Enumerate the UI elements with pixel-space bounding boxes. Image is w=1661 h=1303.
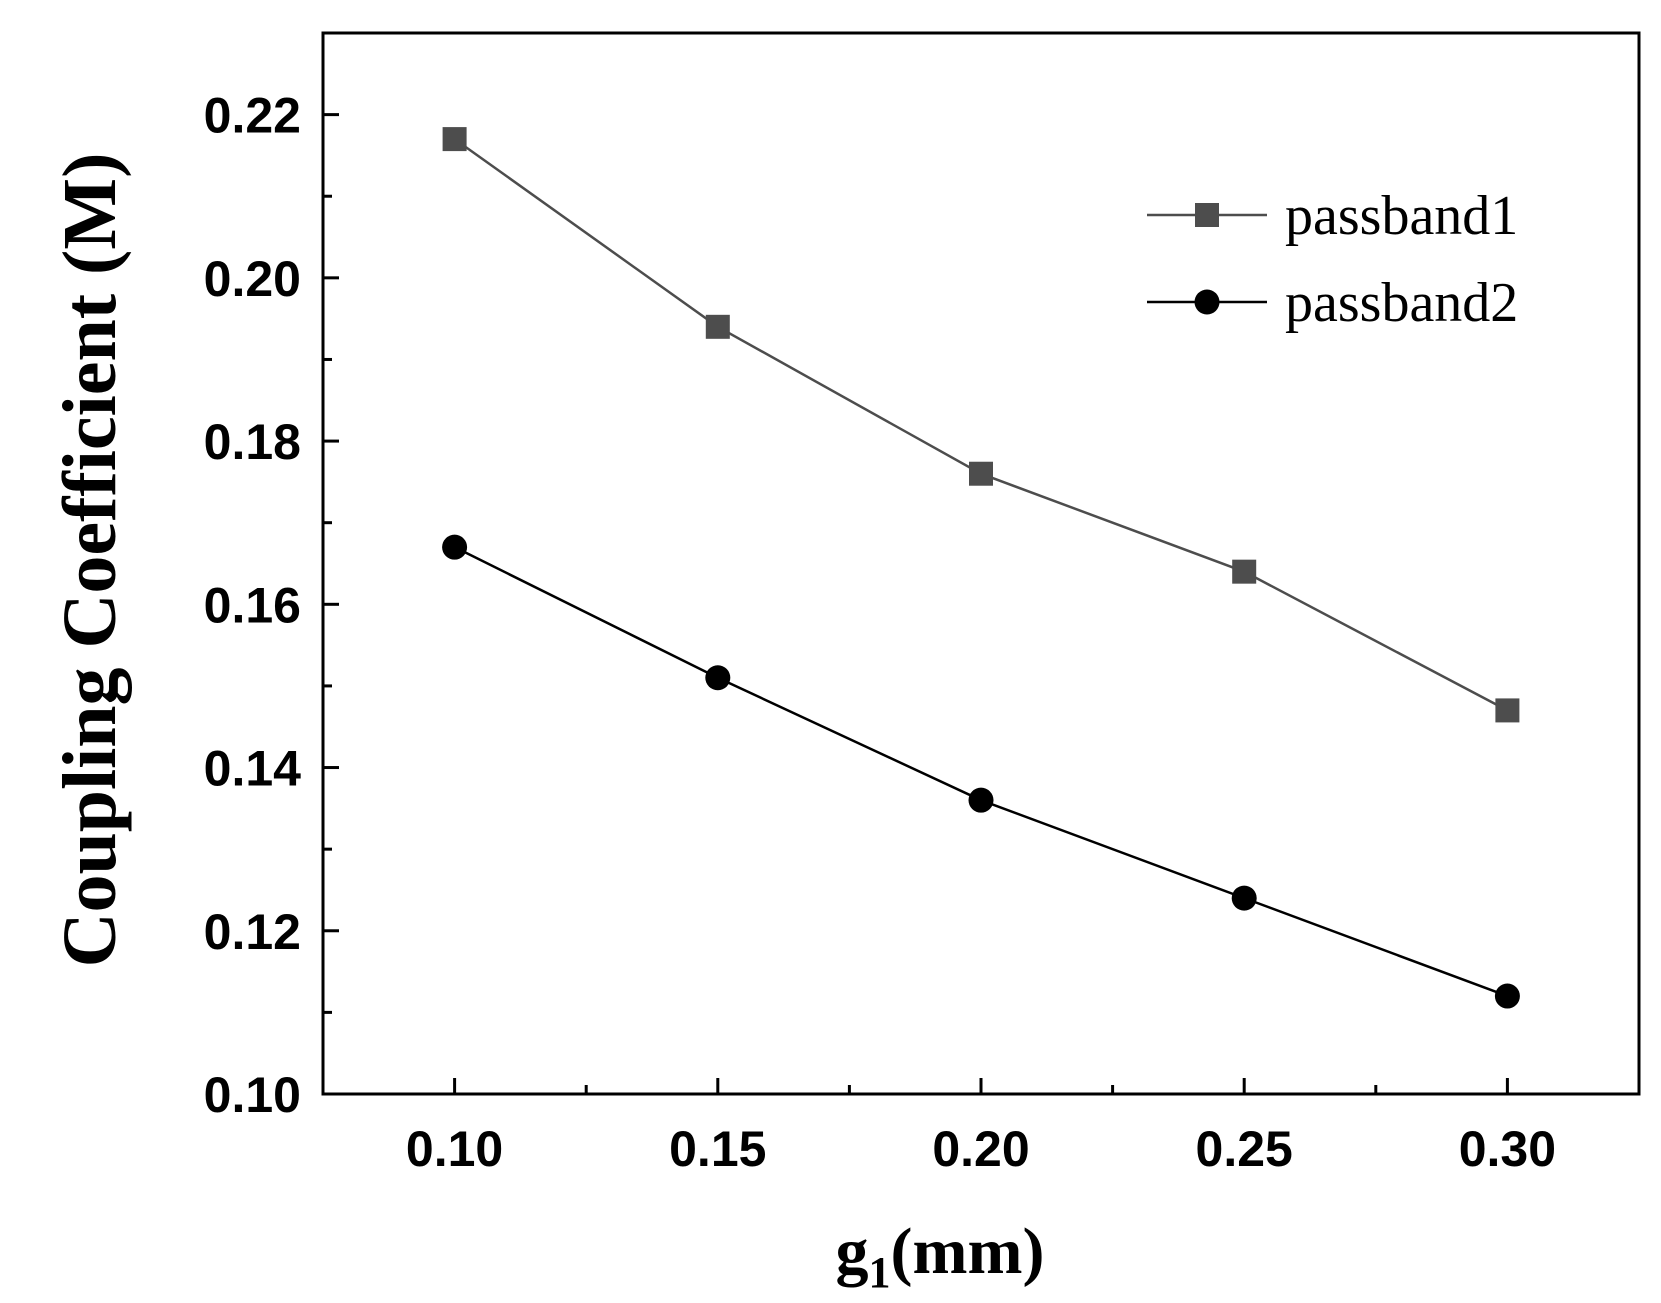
legend-label-passband1: passband1 bbox=[1285, 185, 1518, 247]
x-tick-label: 0.30 bbox=[1459, 1121, 1556, 1177]
data-point-passband1 bbox=[705, 314, 730, 339]
y-tick-label: 0.12 bbox=[204, 904, 301, 960]
y-tick-label: 0.22 bbox=[204, 88, 301, 144]
legend-label-passband2: passband2 bbox=[1285, 272, 1518, 334]
data-point-passband1 bbox=[1495, 698, 1520, 723]
data-point-passband2 bbox=[705, 665, 731, 691]
data-point-passband2 bbox=[1231, 885, 1257, 911]
y-tick-label: 0.14 bbox=[204, 741, 302, 797]
x-axis-title: g1(mm) bbox=[836, 1215, 1045, 1297]
y-tick-label: 0.10 bbox=[204, 1067, 301, 1123]
x-axis-title-unit: (mm) bbox=[891, 1215, 1045, 1288]
x-tick-label: 0.25 bbox=[1196, 1121, 1293, 1177]
data-point-passband2 bbox=[968, 787, 994, 813]
data-point-passband1 bbox=[1232, 559, 1257, 584]
legend-marker-passband2 bbox=[1194, 289, 1220, 315]
x-axis-ticks: 0.10 0.15 0.20 0.25 0.30 bbox=[406, 1078, 1556, 1177]
y-axis-ticks: 0.10 0.12 0.14 0.16 0.18 0.20 0.22 bbox=[204, 88, 339, 1123]
data-point-passband2 bbox=[1494, 983, 1520, 1009]
legend: passband1 passband2 bbox=[1147, 185, 1518, 334]
y-tick-label: 0.18 bbox=[204, 414, 301, 470]
x-axis-title-main: g bbox=[836, 1215, 869, 1288]
series-layer bbox=[442, 127, 1520, 1009]
y-tick-label: 0.20 bbox=[204, 251, 301, 307]
x-tick-label: 0.15 bbox=[669, 1121, 766, 1177]
data-point-passband2 bbox=[442, 534, 468, 560]
y-axis-title: Coupling Coefficient (M) bbox=[48, 153, 132, 968]
x-axis-title-subscript: 1 bbox=[869, 1248, 891, 1297]
x-tick-label: 0.20 bbox=[932, 1121, 1029, 1177]
legend-marker-passband1 bbox=[1195, 203, 1219, 227]
series-line-passband2 bbox=[454, 546, 1508, 998]
x-tick-label: 0.10 bbox=[406, 1121, 503, 1177]
y-tick-label: 0.16 bbox=[204, 577, 301, 633]
data-point-passband1 bbox=[442, 127, 467, 152]
data-point-passband1 bbox=[969, 461, 993, 486]
